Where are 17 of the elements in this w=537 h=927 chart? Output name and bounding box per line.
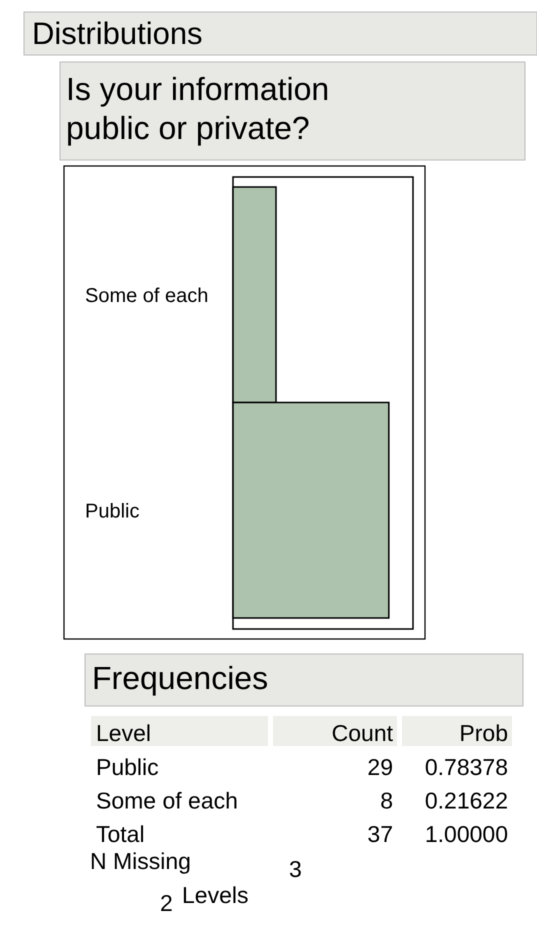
text: Levels xyxy=(182,882,248,908)
chart-title: Distributions xyxy=(32,16,203,51)
text: 2 xyxy=(160,890,173,916)
text: Total xyxy=(96,821,145,847)
text: Frequencies xyxy=(92,660,268,696)
text: 37 xyxy=(367,821,393,847)
chart-subtitle: Is your information public or private? xyxy=(66,71,330,146)
text: 8 xyxy=(380,788,393,814)
text: 29 xyxy=(367,754,393,780)
text: N Missing xyxy=(90,848,191,874)
text: Count xyxy=(332,720,394,746)
text: Prob xyxy=(459,720,508,746)
text: Level xyxy=(96,720,151,746)
text: 0.78378 xyxy=(424,754,508,780)
text: 0.21622 xyxy=(424,788,508,814)
text: 1.00000 xyxy=(424,821,508,847)
text: 3 xyxy=(289,856,302,882)
